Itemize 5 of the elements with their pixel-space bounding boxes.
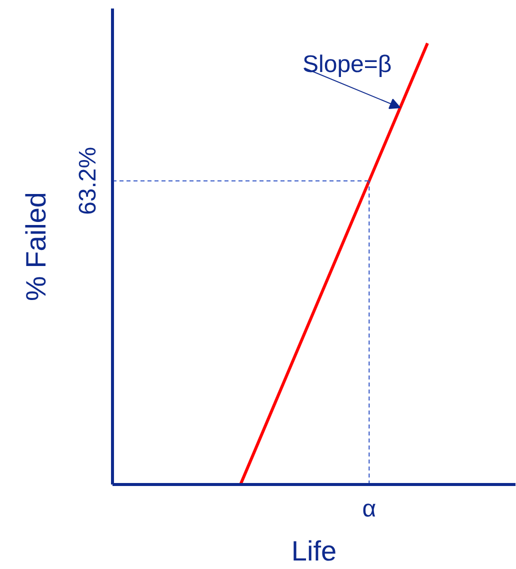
y-axis-title: % Failed [20, 192, 52, 301]
text: 63.2% [74, 146, 102, 215]
text: α [362, 496, 376, 522]
annotation: Slope=β [302, 51, 392, 78]
x-axis-title: Life [291, 536, 337, 566]
